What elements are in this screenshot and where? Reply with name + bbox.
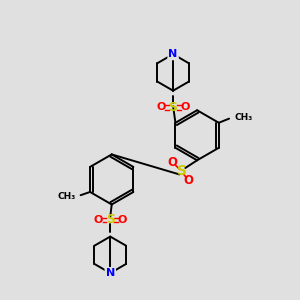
Text: CH₃: CH₃ <box>57 192 75 201</box>
Text: S: S <box>106 213 115 226</box>
Text: O: O <box>167 156 177 169</box>
Text: O: O <box>181 103 190 112</box>
Text: O: O <box>118 215 127 225</box>
Text: S: S <box>169 101 178 114</box>
Text: S: S <box>177 164 187 178</box>
Text: CH₃: CH₃ <box>234 113 253 122</box>
Text: O: O <box>156 103 165 112</box>
Text: O: O <box>93 215 103 225</box>
Text: N: N <box>169 49 178 59</box>
Text: N: N <box>106 268 115 278</box>
Text: O: O <box>183 174 193 188</box>
